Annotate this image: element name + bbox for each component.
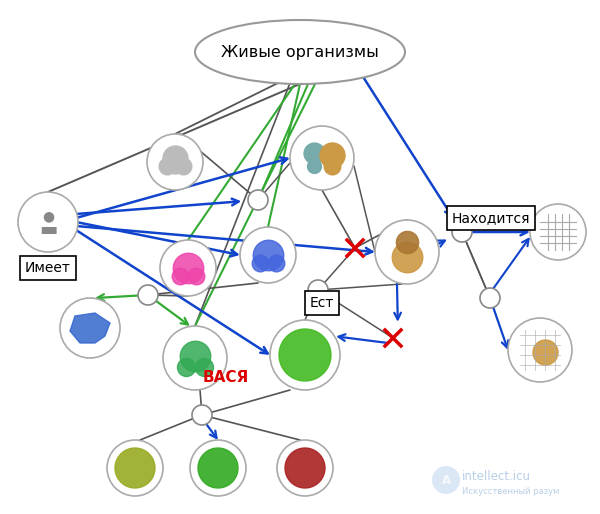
- Ellipse shape: [195, 20, 405, 84]
- Text: ВАСЯ: ВАСЯ: [203, 371, 249, 386]
- Circle shape: [248, 190, 268, 210]
- Text: ●: ●: [42, 209, 54, 223]
- Circle shape: [240, 227, 296, 283]
- Text: Искусственный разум: Искусственный разум: [462, 487, 559, 497]
- Circle shape: [160, 240, 216, 296]
- Text: Находится: Находится: [452, 211, 530, 225]
- Polygon shape: [115, 448, 155, 488]
- Text: ▬: ▬: [39, 221, 57, 240]
- Circle shape: [277, 440, 333, 496]
- Circle shape: [147, 134, 203, 190]
- Polygon shape: [279, 329, 331, 381]
- Polygon shape: [285, 448, 325, 488]
- Circle shape: [480, 288, 500, 308]
- Text: A: A: [442, 473, 451, 486]
- Circle shape: [270, 320, 340, 390]
- Polygon shape: [198, 448, 238, 488]
- Polygon shape: [70, 313, 110, 343]
- Text: Живые организмы: Живые организмы: [221, 45, 379, 60]
- Circle shape: [508, 318, 572, 382]
- Circle shape: [308, 280, 328, 300]
- Circle shape: [452, 222, 472, 242]
- Text: intellect.icu: intellect.icu: [462, 469, 531, 483]
- Circle shape: [192, 405, 212, 425]
- Circle shape: [432, 466, 460, 494]
- Text: Имеет: Имеет: [25, 261, 71, 275]
- Circle shape: [190, 440, 246, 496]
- Circle shape: [290, 126, 354, 190]
- Circle shape: [107, 440, 163, 496]
- Circle shape: [18, 192, 78, 252]
- Circle shape: [138, 285, 158, 305]
- Text: Ест: Ест: [310, 296, 334, 310]
- Circle shape: [530, 204, 586, 260]
- Circle shape: [163, 326, 227, 390]
- Circle shape: [375, 220, 439, 284]
- Circle shape: [60, 298, 120, 358]
